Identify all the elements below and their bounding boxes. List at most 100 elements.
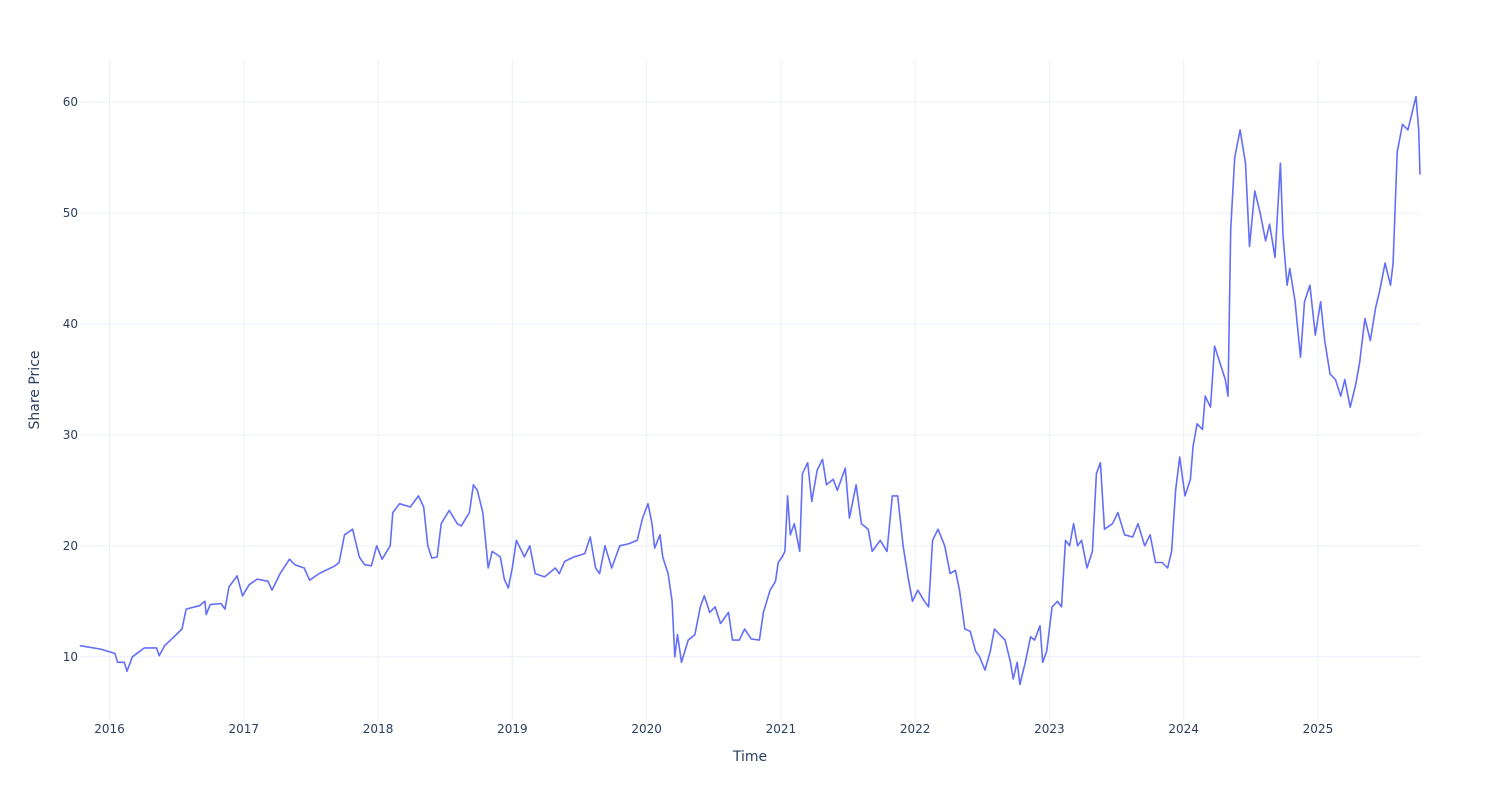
data-point — [1415, 96, 1417, 98]
y-tick-label: 30 — [63, 428, 78, 442]
data-point — [891, 495, 893, 497]
data-point — [628, 543, 630, 545]
data-point — [344, 534, 346, 536]
data-point — [156, 647, 158, 649]
data-point — [1286, 284, 1288, 286]
data-point — [1189, 478, 1191, 480]
data-point — [694, 634, 696, 636]
data-point — [844, 467, 846, 469]
data-point — [1294, 301, 1296, 303]
data-point — [1024, 661, 1026, 663]
data-point — [1167, 567, 1169, 569]
data-point — [979, 656, 981, 658]
data-point — [487, 567, 489, 569]
data-point — [860, 523, 862, 525]
data-point — [651, 523, 653, 525]
data-point — [781, 556, 783, 558]
data-point — [1304, 301, 1306, 303]
data-point — [309, 579, 311, 581]
data-point — [1300, 356, 1302, 358]
data-point — [1219, 362, 1221, 364]
data-point — [503, 578, 505, 580]
data-point — [604, 545, 606, 547]
data-point — [220, 603, 222, 605]
series-line-share-price — [79, 95, 1421, 686]
data-point — [376, 545, 378, 547]
data-point — [1419, 173, 1421, 175]
data-point — [352, 528, 354, 530]
x-tick-label: 2025 — [1303, 722, 1334, 736]
data-point — [1309, 284, 1311, 286]
data-point — [358, 556, 360, 558]
data-point — [1349, 406, 1351, 408]
data-point — [288, 558, 290, 560]
data-point — [1161, 561, 1163, 563]
data-point — [758, 639, 760, 641]
data-point — [801, 473, 803, 475]
data-point — [949, 573, 951, 575]
data-point — [1184, 495, 1186, 497]
data-point — [1192, 445, 1194, 447]
data-point — [185, 608, 187, 610]
data-point — [460, 525, 462, 527]
data-point — [1259, 212, 1261, 214]
data-point — [534, 573, 536, 575]
data-point — [318, 573, 320, 575]
data-point — [1030, 636, 1032, 638]
y-tick-labels: 10 20 30 40 50 60 — [63, 95, 78, 664]
data-point — [1369, 340, 1371, 342]
data-point — [1375, 306, 1377, 308]
data-point — [1359, 362, 1361, 364]
data-point — [667, 573, 669, 575]
data-point — [1392, 262, 1394, 264]
data-point — [719, 622, 721, 624]
data-point — [836, 489, 838, 491]
data-point — [1117, 512, 1119, 514]
data-point — [1112, 523, 1114, 525]
data-point — [334, 565, 336, 567]
data-point — [440, 523, 442, 525]
data-point — [1069, 545, 1071, 547]
data-point — [793, 523, 795, 525]
x-tick-label: 2022 — [900, 722, 931, 736]
data-point — [703, 595, 705, 597]
data-point — [932, 539, 934, 541]
data-point — [1320, 301, 1322, 303]
data-point — [399, 503, 401, 505]
data-point — [619, 545, 621, 547]
data-point — [181, 628, 183, 630]
x-tick-label: 2018 — [363, 722, 394, 736]
data-point — [595, 567, 597, 569]
data-point — [228, 586, 230, 588]
data-point — [472, 484, 474, 486]
data-point — [1042, 661, 1044, 663]
data-point — [1329, 373, 1331, 375]
data-point — [944, 545, 946, 547]
data-point — [256, 578, 258, 580]
x-tick-label: 2023 — [1034, 722, 1065, 736]
data-point — [1051, 606, 1053, 608]
data-point — [848, 517, 850, 519]
data-point — [671, 600, 673, 602]
data-point — [964, 628, 966, 630]
data-point — [482, 512, 484, 514]
data-point — [928, 606, 930, 608]
y-tick-label: 40 — [63, 317, 78, 331]
data-point — [241, 595, 243, 597]
data-point — [1254, 190, 1256, 192]
data-point — [436, 556, 438, 558]
data-point — [1396, 151, 1398, 153]
y-tick-label: 20 — [63, 539, 78, 553]
data-point — [784, 550, 786, 552]
data-point — [789, 534, 791, 536]
data-point — [984, 669, 986, 671]
plot-area[interactable] — [79, 95, 1421, 686]
data-point — [1227, 395, 1229, 397]
data-point — [636, 539, 638, 541]
data-point — [599, 573, 601, 575]
data-point — [1389, 284, 1391, 286]
data-point — [1201, 428, 1203, 430]
data-point — [99, 648, 101, 650]
data-point — [1009, 661, 1011, 663]
data-point — [907, 578, 909, 580]
